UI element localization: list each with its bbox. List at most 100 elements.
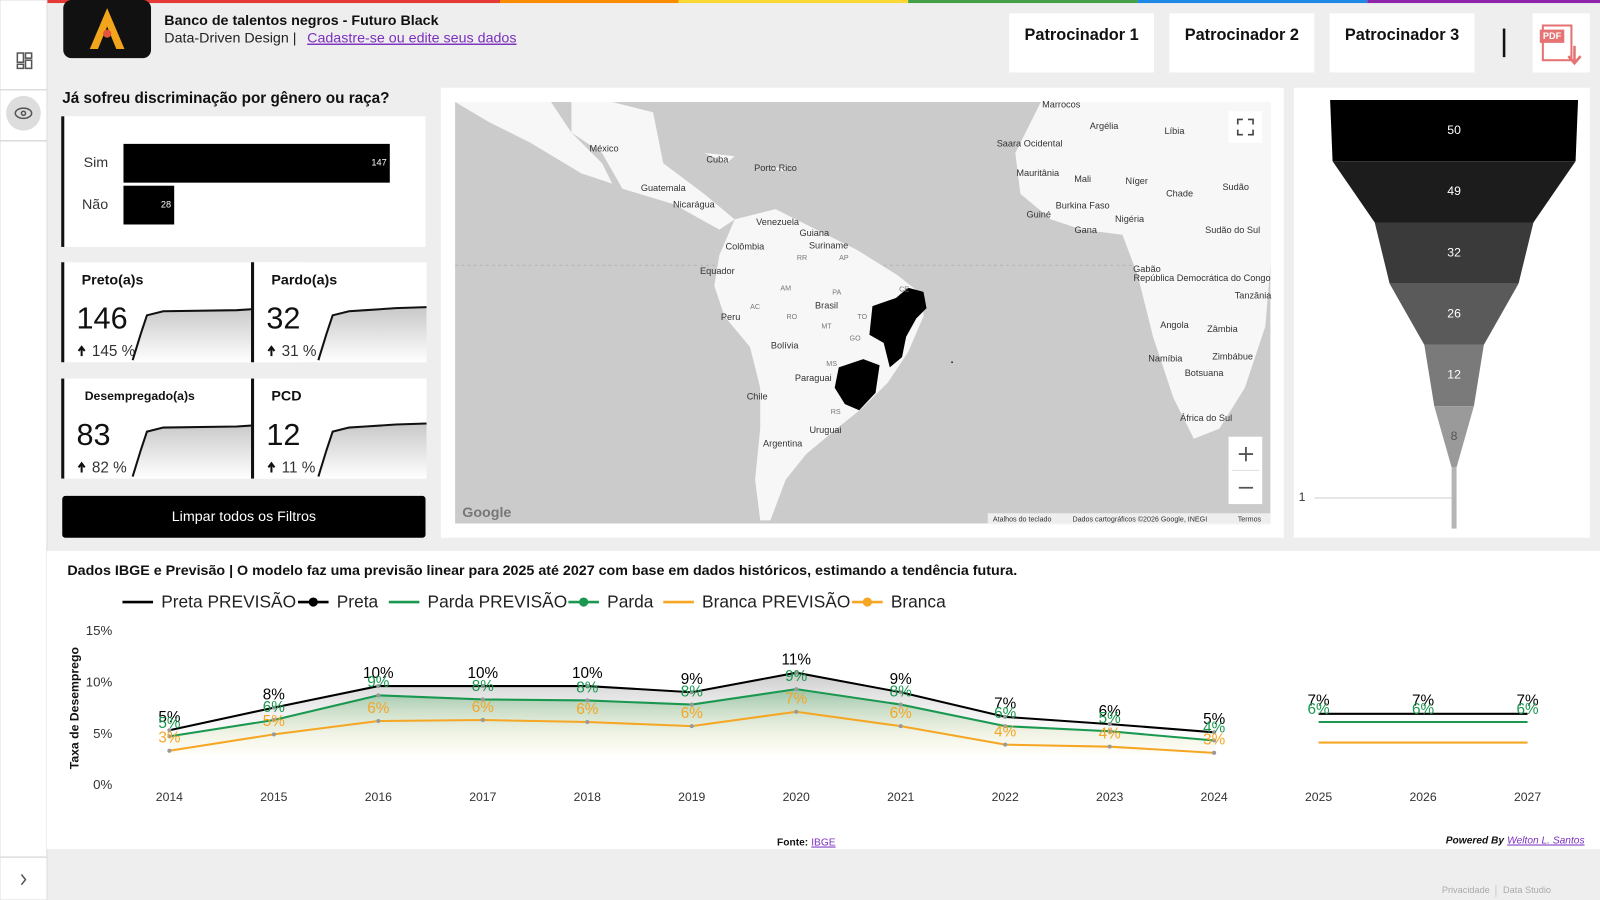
country-label: Gabão <box>1133 264 1161 274</box>
state-label: AC <box>750 303 760 311</box>
country-label: Marrocos <box>1042 100 1081 110</box>
value-label: 7% <box>1412 693 1435 710</box>
map-logo: Google <box>462 505 511 521</box>
funnel-segment <box>1332 161 1576 223</box>
button-label[interactable]: Limpar todos os Filtros <box>172 509 316 525</box>
point <box>585 698 590 703</box>
legend-label[interactable]: Branca PREVISÃO <box>702 592 850 612</box>
sparkline-area <box>318 423 427 479</box>
sparkline <box>317 422 427 477</box>
value-label: 10% <box>363 665 394 682</box>
point <box>1212 730 1217 735</box>
point <box>898 702 903 707</box>
legend-label[interactable]: Parda PREVISÃO <box>428 592 568 612</box>
country-label: Argentina <box>763 438 803 448</box>
value-label: 11% <box>781 652 811 669</box>
legend-label[interactable]: Branca <box>891 592 946 612</box>
value-label: 4% <box>1203 719 1226 736</box>
scorecards: Preto(a)s 146 145 % Pardo(a)s 32 31 % Desempre… <box>61 262 427 479</box>
x-tick-label: 2017 <box>469 790 496 804</box>
point <box>794 687 799 692</box>
point <box>480 697 485 702</box>
sponsor-label[interactable]: Patrocinador 1 <box>1025 26 1139 44</box>
state-label: GO <box>850 335 862 343</box>
value-label: 6% <box>681 705 704 722</box>
country-label: Guiana <box>799 228 829 238</box>
map-attribution[interactable]: Atalhos do teclado <box>993 515 1052 523</box>
state-label: RS <box>831 408 841 416</box>
card-label: PCD <box>271 389 301 405</box>
sponsor-label[interactable]: Patrocinador 3 <box>1345 26 1459 44</box>
point <box>167 728 172 733</box>
powered-label: Powered By <box>1446 836 1506 847</box>
sponsor-box[interactable] <box>1169 13 1315 73</box>
x-tick-label: 2018 <box>574 790 601 804</box>
country-label: Burkina Faso <box>1056 201 1110 211</box>
bar-label: Sim <box>84 155 109 171</box>
value-label: 5% <box>263 713 286 730</box>
country-label: Paraguai <box>795 373 832 383</box>
value-label: 5% <box>158 709 181 726</box>
point <box>794 709 799 714</box>
legend-label[interactable]: Preta <box>337 592 379 612</box>
header-title: Banco de talentos negros - Futuro Black <box>164 13 438 29</box>
legend-marker <box>308 597 318 607</box>
header-link[interactable]: Cadastre-se ou edite seus dados <box>307 31 516 47</box>
country-label: Saara Ocidental <box>997 138 1063 148</box>
author-link[interactable]: Welton L. Santos <box>1507 836 1584 847</box>
value-label: 6% <box>576 701 599 718</box>
bar-value: 147 <box>371 158 386 168</box>
point <box>585 684 590 689</box>
card-delta: 145 % <box>92 343 136 360</box>
source-link[interactable]: IBGE <box>811 838 836 849</box>
country-label: Cuba <box>706 155 729 165</box>
point <box>585 719 590 725</box>
card-value: 32 <box>266 302 300 336</box>
value-label: 3% <box>1203 732 1226 749</box>
card-value: 12 <box>266 418 300 452</box>
country-label: Nicarágua <box>673 200 716 210</box>
value-label: 8% <box>576 679 599 696</box>
funnel-segment <box>1451 467 1457 529</box>
country-label: Chade <box>1166 188 1193 198</box>
country-label: Sudão do Sul <box>1205 225 1260 235</box>
sparkline <box>317 306 427 361</box>
legend-label[interactable]: Parda <box>607 592 654 612</box>
clear-filters[interactable]: Limpar todos os Filtros <box>62 495 426 538</box>
privacy-link[interactable]: Privacidade <box>1442 885 1490 895</box>
legend-marker <box>579 597 589 607</box>
value-label: 10% <box>572 665 603 682</box>
value-label: 8% <box>263 686 286 703</box>
x-tick-label: 2022 <box>992 790 1019 804</box>
chart-title: Dados IBGE e Previsão | O modelo faz uma… <box>67 563 1017 579</box>
sidebar-icons[interactable] <box>0 52 47 886</box>
country-label: Angola <box>1160 320 1189 330</box>
studio-link[interactable]: Data Studio <box>1503 885 1551 895</box>
header-subtitle: Data-Driven Design | <box>164 31 296 47</box>
card-value: 83 <box>77 418 111 452</box>
sponsor-box[interactable] <box>1009 13 1155 73</box>
value-label: 4% <box>994 723 1017 740</box>
state-label: MT <box>821 322 832 330</box>
x-tick-label: 2024 <box>1201 790 1228 804</box>
line-chart: Dados IBGE e Previsão | O modelo faz uma… <box>67 563 1541 804</box>
country-label: África do Sul <box>1180 413 1232 423</box>
section-title: Já sofreu discriminação por gênero ou ra… <box>62 90 389 107</box>
sponsor-label[interactable]: Patrocinador 2 <box>1185 26 1299 44</box>
map-controls[interactable] <box>1228 111 1263 505</box>
pdf-button[interactable]: PDF <box>1532 13 1590 73</box>
card-label: Preto(a)s <box>82 272 144 288</box>
value-label: 6% <box>1099 703 1122 720</box>
value-label: 7% <box>785 691 808 708</box>
map-attribution[interactable]: Termos <box>1238 515 1262 523</box>
funnel-label: 8 <box>1451 429 1458 443</box>
country-label: Botsuana <box>1185 368 1225 378</box>
sponsor-box[interactable] <box>1329 13 1475 73</box>
country-label: Gana <box>1074 225 1097 235</box>
sidebar <box>0 0 48 900</box>
funnel-label: 1 <box>1299 490 1306 504</box>
value-label: 4% <box>1099 725 1122 742</box>
funnel-segment <box>1389 283 1519 345</box>
x-tick-label: 2023 <box>1096 790 1123 804</box>
legend-label[interactable]: Preta PREVISÃO <box>161 592 296 612</box>
